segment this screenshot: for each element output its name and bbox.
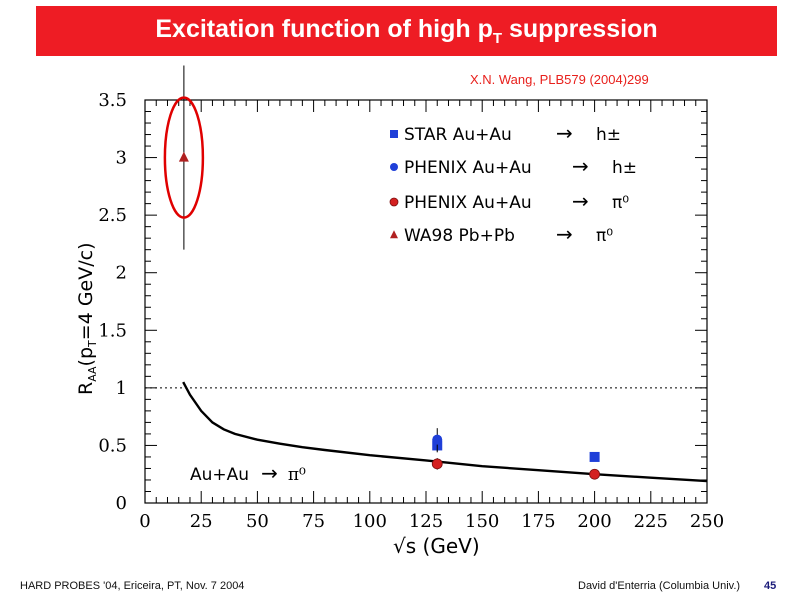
slide-title: Excitation function of high pT suppressi… — [36, 6, 777, 56]
chart-axes-layer: 0 25 50 75 100 125 150 175 200 225 250 0 0.5 1 1.5 2 2.5… — [98, 90, 724, 532]
data-point — [589, 468, 600, 480]
citation: X.N. Wang, PLB579 (2004)299 — [470, 72, 649, 87]
legend-arrow: → — [556, 222, 573, 246]
legend-marker — [390, 130, 398, 138]
x-axis-label-unit: (GeV) — [416, 534, 479, 558]
highlight-ellipse — [163, 96, 205, 219]
chart-points-layer — [163, 65, 600, 480]
x-tick-label: 50 — [246, 511, 269, 532]
y-label-sub: AA — [86, 366, 99, 382]
legend-label: STAR Au+Au — [404, 125, 512, 145]
legend-particle: π⁰ — [596, 226, 613, 246]
x-tick-label: 100 — [353, 511, 387, 532]
chart-curve-layer — [182, 381, 708, 483]
x-axis-label-main: √s — [393, 534, 416, 558]
y-tick-label: 3.5 — [98, 90, 127, 111]
title-end: suppression — [502, 15, 658, 43]
x-tick-label: 250 — [690, 511, 724, 532]
legend-arrow: → — [572, 189, 589, 213]
footer-right: David d'Enterria (Columbia Univ.) — [578, 580, 741, 592]
legend-particle: h± — [612, 158, 637, 178]
chart-legend: STAR Au+Au → h± PHENIX Au+Au → h± PHENIX Au+Au… — [389, 121, 637, 246]
y-tick-label: 1 — [116, 378, 127, 399]
y-tick-label: 1.5 — [98, 320, 127, 341]
chart: 0 25 50 75 100 125 150 175 200 225 250 0 0.5 1 1.5 2 2.5… — [75, 65, 724, 558]
curve-label: Au+Au → π⁰ — [190, 461, 306, 485]
x-tick-label: 125 — [409, 511, 443, 532]
title-subscript: T — [492, 30, 503, 47]
y-tick-label: 3 — [116, 148, 127, 169]
y-tick-label: 0 — [116, 493, 127, 514]
y-label-main: R — [75, 382, 97, 395]
legend-particle: π⁰ — [612, 193, 629, 213]
x-tick-label: 75 — [302, 511, 325, 532]
x-tick-label: 225 — [634, 511, 668, 532]
x-tick-label: 175 — [521, 511, 555, 532]
title-bar: Excitation function of high pT suppressi… — [36, 6, 777, 56]
slide-number: 45 — [764, 580, 777, 592]
data-point — [178, 151, 189, 162]
x-tick-label: 25 — [190, 511, 213, 532]
curve-label-particle: π⁰ — [288, 465, 306, 485]
footer-left: HARD PROBES '04, Ericeira, PT, Nov. 7 20… — [20, 580, 245, 592]
data-point — [432, 434, 443, 445]
y-label-rest: (p — [75, 347, 97, 366]
legend-marker — [390, 230, 398, 239]
y-tick-label: 0.5 — [98, 435, 127, 456]
legend-label: PHENIX Au+Au — [404, 158, 532, 178]
y-label-sub2: T — [86, 340, 99, 348]
legend-arrow: → — [572, 154, 589, 178]
legend-label: WA98 Pb+Pb — [404, 226, 515, 246]
legend-particle: h± — [596, 125, 621, 145]
x-tick-label: 200 — [577, 511, 611, 532]
legend-label: PHENIX Au+Au — [404, 193, 532, 213]
y-label-end: =4 GeV/c) — [75, 243, 97, 341]
curve-label-main: Au+Au — [190, 465, 249, 485]
legend-marker — [390, 163, 398, 171]
curve-label-arrow: → — [261, 461, 278, 485]
theory-curve — [182, 381, 708, 483]
x-axis-label: √s (GeV) — [393, 534, 480, 558]
title-main: Excitation function of high p — [155, 15, 493, 43]
y-tick-label: 2 — [116, 263, 127, 284]
legend-marker — [389, 197, 399, 207]
data-point — [431, 458, 443, 470]
y-tick-label: 2.5 — [98, 205, 127, 226]
x-tick-label: 0 — [139, 511, 150, 532]
y-axis-label: RAA(pT=4 GeV/c) — [75, 243, 99, 396]
legend-arrow: → — [556, 121, 573, 145]
data-point — [589, 451, 600, 462]
x-tick-label: 150 — [465, 511, 499, 532]
